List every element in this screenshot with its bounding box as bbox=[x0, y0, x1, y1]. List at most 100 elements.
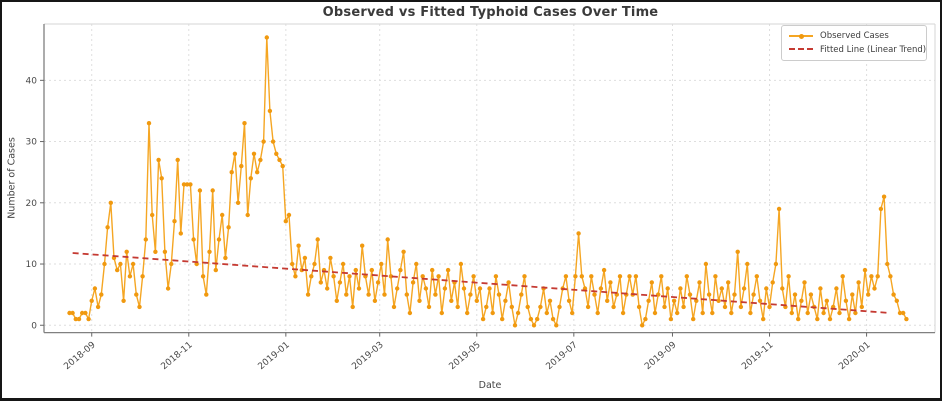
observed-marker bbox=[296, 243, 301, 248]
observed-marker bbox=[675, 310, 680, 316]
observed-marker bbox=[331, 274, 336, 279]
observed-marker bbox=[423, 286, 429, 291]
observed-marker bbox=[388, 274, 394, 279]
observed-marker bbox=[277, 157, 282, 163]
observed-marker bbox=[894, 298, 899, 303]
observed-marker bbox=[337, 280, 343, 285]
observed-marker bbox=[796, 316, 801, 322]
observed-marker bbox=[741, 286, 747, 291]
observed-marker bbox=[547, 298, 553, 303]
observed-marker bbox=[490, 310, 495, 316]
observed-marker bbox=[525, 304, 530, 310]
x-tick-label: 2019-09 bbox=[643, 340, 678, 372]
observed-marker bbox=[191, 237, 196, 242]
observed-marker bbox=[869, 274, 874, 279]
observed-marker bbox=[608, 280, 613, 285]
observed-marker bbox=[115, 267, 120, 273]
observed-marker bbox=[353, 267, 358, 273]
observed-marker bbox=[554, 323, 559, 328]
observed-marker bbox=[344, 292, 349, 297]
observed-marker bbox=[713, 274, 718, 279]
observed-marker bbox=[175, 157, 180, 163]
observed-marker bbox=[220, 212, 225, 218]
observed-marker bbox=[706, 292, 712, 297]
observed-marker bbox=[395, 286, 400, 291]
observed-marker bbox=[821, 310, 826, 316]
observed-marker bbox=[875, 274, 880, 279]
observed-marker bbox=[207, 249, 212, 254]
observed-line bbox=[69, 36, 908, 326]
observed-marker bbox=[617, 274, 623, 279]
observed-marker bbox=[716, 298, 721, 303]
observed-marker bbox=[350, 304, 355, 310]
observed-marker bbox=[493, 274, 499, 279]
observed-marker bbox=[420, 274, 425, 279]
observed-marker bbox=[566, 298, 572, 303]
observed-marker bbox=[165, 286, 171, 291]
observed-marker bbox=[627, 274, 632, 279]
observed-marker bbox=[245, 212, 250, 218]
observed-marker bbox=[251, 151, 257, 156]
observed-marker bbox=[550, 316, 556, 322]
observed-marker bbox=[270, 139, 276, 144]
observed-marker bbox=[656, 292, 661, 297]
observed-marker bbox=[535, 316, 540, 322]
fitted-dash-swatch-icon bbox=[789, 47, 813, 53]
observed-marker bbox=[118, 261, 123, 267]
legend-observed-label: Observed Cases bbox=[820, 31, 889, 41]
observed-marker bbox=[430, 267, 435, 273]
observed-marker bbox=[73, 316, 79, 322]
observed-marker bbox=[881, 194, 887, 199]
observed-marker bbox=[76, 316, 82, 322]
observed-marker bbox=[216, 237, 222, 242]
observed-marker bbox=[579, 274, 584, 279]
observed-marker bbox=[866, 292, 871, 297]
observed-marker bbox=[904, 316, 909, 322]
x-tick-label: 2019-05 bbox=[447, 340, 482, 372]
observed-marker bbox=[576, 231, 581, 236]
legend-entry-fitted: Fitted Line (Linear Trend) bbox=[789, 45, 926, 55]
observed-marker bbox=[102, 261, 107, 267]
observed-marker bbox=[127, 274, 133, 279]
observed-marker bbox=[318, 280, 323, 285]
observed-marker bbox=[885, 261, 890, 267]
observed-marker bbox=[369, 267, 374, 273]
observed-marker bbox=[248, 176, 253, 181]
observed-marker bbox=[433, 292, 438, 297]
observed-marker bbox=[611, 304, 616, 310]
observed-marker bbox=[293, 274, 298, 279]
observed-marker bbox=[137, 304, 142, 310]
observed-marker bbox=[340, 261, 346, 267]
observed-marker bbox=[169, 261, 174, 267]
x-axis-label: Date bbox=[478, 380, 502, 391]
observed-marker bbox=[834, 286, 839, 291]
observed-marker bbox=[872, 286, 877, 291]
x-tick-label: 2019-07 bbox=[545, 340, 580, 372]
observed-marker bbox=[697, 280, 702, 285]
observed-marker bbox=[484, 304, 489, 310]
observed-marker bbox=[213, 267, 218, 273]
observed-marker bbox=[159, 176, 164, 181]
observed-marker bbox=[605, 298, 610, 303]
observed-marker bbox=[442, 286, 448, 291]
observed-marker bbox=[710, 310, 715, 316]
observed-marker bbox=[687, 292, 693, 297]
observed-marker bbox=[815, 316, 820, 322]
observed-marker bbox=[544, 310, 549, 316]
observed-marker bbox=[334, 298, 339, 303]
observed-marker bbox=[309, 274, 314, 279]
observed-marker bbox=[719, 286, 724, 291]
observed-marker bbox=[143, 237, 148, 242]
observed-marker bbox=[280, 163, 285, 169]
observed-marker bbox=[162, 249, 168, 254]
observed-marker bbox=[891, 292, 896, 297]
observed-marker bbox=[315, 237, 320, 242]
observed-marker bbox=[757, 298, 763, 303]
observed-marker bbox=[286, 212, 292, 218]
observed-marker bbox=[197, 188, 203, 193]
y-tick-label: 30 bbox=[26, 138, 38, 148]
observed-marker bbox=[305, 292, 311, 297]
observed-marker bbox=[528, 316, 534, 322]
observed-marker bbox=[519, 292, 524, 297]
